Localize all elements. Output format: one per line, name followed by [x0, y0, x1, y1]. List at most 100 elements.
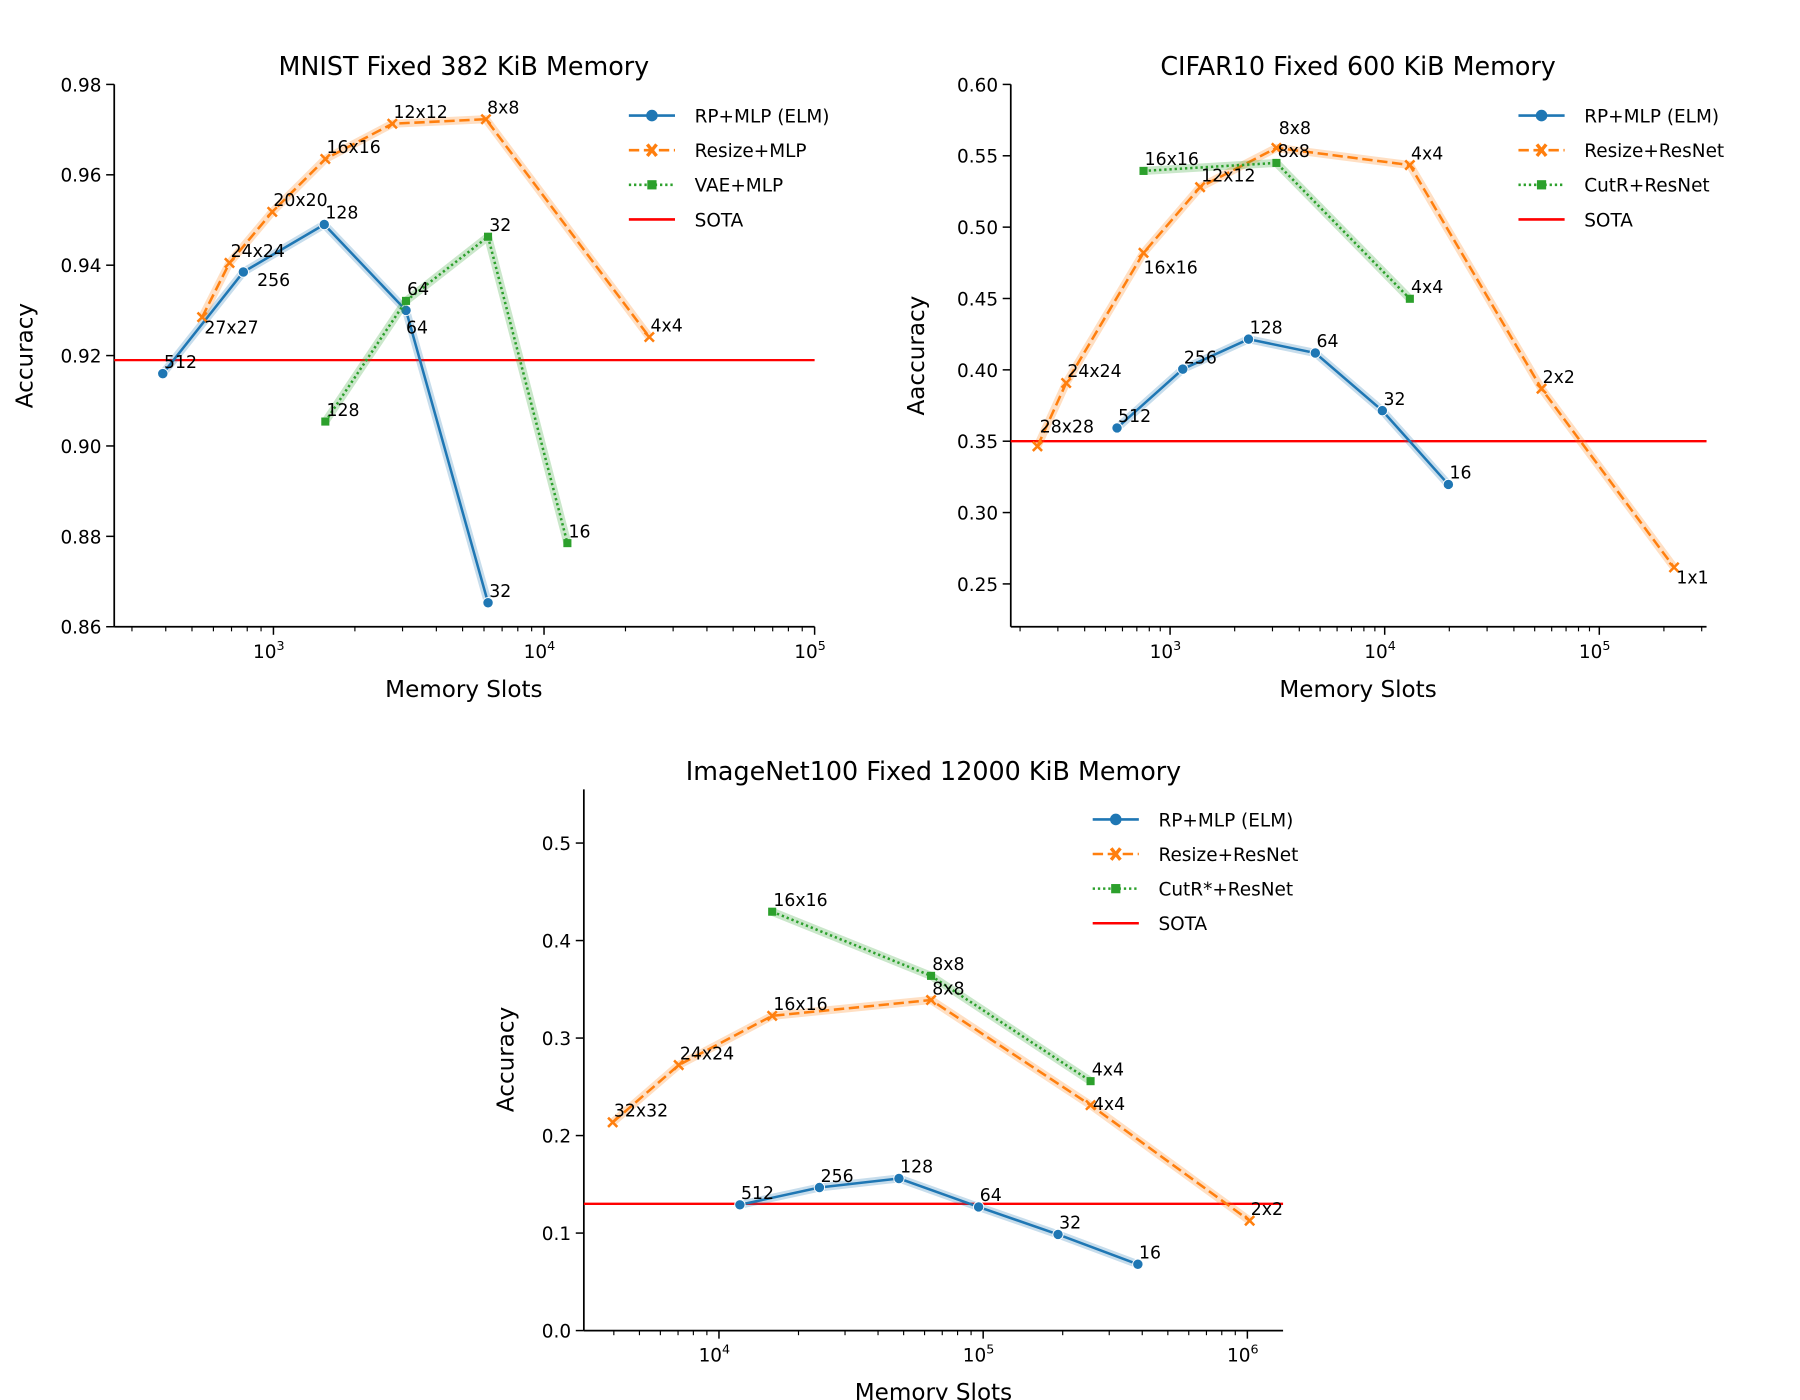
- data-label: 4x4: [1411, 144, 1443, 164]
- x-tick-base: 10: [253, 642, 276, 663]
- plot-area: [607, 907, 1256, 1270]
- legend-item: Resize+MLP: [628, 141, 807, 162]
- x-tick-base: 10: [1364, 642, 1387, 663]
- y-tick-label: 0.4: [542, 931, 571, 952]
- data-label: 2x2: [1543, 368, 1575, 388]
- legend-item: VAE+MLP: [628, 176, 783, 197]
- data-label: 512: [1118, 407, 1151, 427]
- x-tick-exponent: 6: [1250, 1342, 1258, 1357]
- data-point: [1052, 1228, 1064, 1241]
- data-point: [266, 206, 278, 218]
- data-point: [927, 971, 936, 980]
- data-point: [1132, 1258, 1144, 1270]
- data-point: [157, 367, 169, 380]
- legend-item: RP+MLP (ELM): [1092, 810, 1293, 831]
- data-label: 16x16: [1144, 259, 1198, 279]
- y-tick-label: 0.94: [60, 256, 101, 277]
- data-point: [734, 1199, 746, 1211]
- data-point: [673, 1059, 685, 1071]
- legend-label: SOTA: [1158, 914, 1207, 935]
- data-point: [1668, 561, 1680, 573]
- data-label: 8x8: [932, 955, 964, 975]
- chart-title: MNIST Fixed 382 KiB Memory: [278, 51, 649, 81]
- legend-label: RP+MLP (ELM): [1158, 810, 1293, 831]
- data-label: 24x24: [680, 1044, 734, 1064]
- legend-item: CutR*+ResNet: [1092, 880, 1293, 901]
- legend-item: Resize+ResNet: [1518, 141, 1724, 162]
- data-point: [1272, 158, 1281, 167]
- y-tick-label: 0.60: [957, 75, 998, 96]
- data-label: 16x16: [326, 138, 380, 158]
- x-tick-label: 106: [1227, 1342, 1259, 1367]
- data-label: 27x27: [204, 318, 258, 338]
- data-point: [563, 539, 572, 548]
- data-point: [223, 257, 236, 269]
- data-point: [1242, 333, 1255, 345]
- data-point: [386, 118, 398, 130]
- plot-area: [157, 113, 655, 609]
- data-label: 4x4: [1092, 1060, 1124, 1080]
- x-tick-label: 105: [963, 1342, 995, 1367]
- y-axis-label: Accuracy: [12, 303, 38, 408]
- y-tick-label: 0.96: [60, 166, 101, 187]
- data-label: 32: [1059, 1214, 1081, 1234]
- legend-item: RP+MLP (ELM): [628, 107, 829, 128]
- x-axis-label: Memory Slots: [855, 1380, 1012, 1400]
- x-tick-base: 10: [699, 1346, 722, 1367]
- data-point: [1060, 377, 1072, 389]
- data-point: [766, 1010, 778, 1022]
- legend-marker: [645, 143, 658, 158]
- data-point: [768, 907, 777, 916]
- data-label: 28x28: [1040, 417, 1094, 437]
- x-tick-exponent: 4: [1388, 638, 1396, 653]
- y-tick-label: 0.5: [542, 834, 571, 855]
- data-label: 8x8: [487, 98, 519, 118]
- legend-label: Resize+ResNet: [1158, 845, 1298, 866]
- data-label: 512: [741, 1184, 774, 1204]
- data-label: 4x4: [1411, 278, 1443, 298]
- x-tick-base: 10: [794, 642, 817, 663]
- data-label: 16x16: [1145, 150, 1199, 170]
- data-label: 16x16: [773, 995, 827, 1015]
- y-tick-label: 0.0: [542, 1322, 571, 1343]
- series-ci-band: [321, 232, 572, 545]
- series-line: [611, 998, 1251, 1222]
- data-point: [643, 331, 655, 343]
- legend-label: SOTA: [1584, 210, 1633, 231]
- data-label: 64: [407, 280, 429, 300]
- legend-marker: [1109, 847, 1122, 861]
- data-point: [1244, 1215, 1256, 1227]
- data-label: 32: [489, 216, 511, 236]
- chart-imagenet100: ImageNet100 Fixed 12000 KiB Memory Memor…: [493, 756, 1298, 1400]
- x-tick-exponent: 3: [1173, 638, 1181, 653]
- data-point: [400, 304, 412, 317]
- x-tick-label: 103: [1150, 638, 1182, 663]
- chart-mnist: MNIST Fixed 382 KiB Memory Memory Slots …: [12, 51, 829, 703]
- data-point: [1376, 405, 1388, 417]
- data-point: [484, 232, 493, 241]
- data-label: 128: [900, 1158, 933, 1178]
- x-tick-label: 104: [699, 1342, 731, 1367]
- data-label: 32: [489, 582, 511, 602]
- data-point: [319, 153, 331, 165]
- data-label: 4x4: [650, 316, 682, 336]
- x-tick-base: 10: [1150, 642, 1173, 663]
- legend-item: CutR+ResNet: [1518, 176, 1710, 197]
- x-tick-label: 105: [794, 638, 826, 663]
- x-tick-exponent: 5: [818, 638, 826, 653]
- legend-label: SOTA: [695, 210, 744, 231]
- chart-cifar10: CIFAR10 Fixed 600 KiB Memory Memory Slot…: [904, 51, 1724, 703]
- legend-marker: [1110, 813, 1122, 826]
- legend-marker: [1535, 109, 1548, 122]
- data-point: [318, 218, 330, 231]
- x-axis-label: Memory Slots: [1279, 677, 1436, 703]
- data-label: 16x16: [773, 891, 827, 911]
- y-tick-label: 0.35: [957, 432, 998, 453]
- data-label: 16: [1139, 1244, 1161, 1264]
- data-label: 8x8: [1279, 119, 1311, 139]
- data-label: 256: [821, 1167, 854, 1187]
- x-axis-label: Memory Slots: [385, 677, 542, 703]
- data-label: 128: [1250, 318, 1283, 338]
- data-label: 256: [1184, 348, 1217, 368]
- series-line: [739, 1177, 1139, 1266]
